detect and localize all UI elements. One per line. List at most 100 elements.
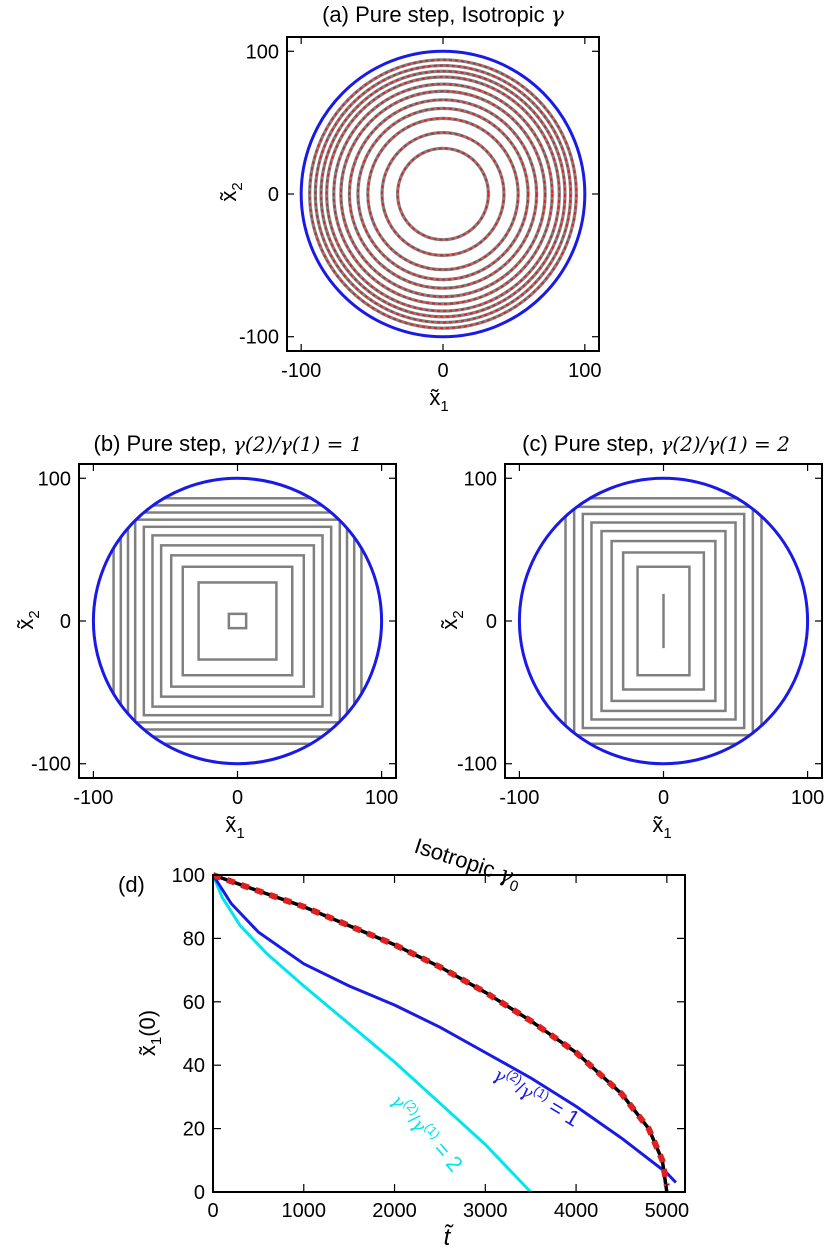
contour-square-7 [572, 505, 755, 737]
contour-dashed-circle-5 [339, 90, 547, 298]
panel-d-time-series: (d) 0 1000 2000 3000 4000 5000 0 20 40 60 80 100 Is… [118, 833, 689, 1251]
contour-dashed-circle-9 [314, 64, 572, 324]
y-tick-label: 0 [486, 611, 497, 633]
x-tick-label: 5000 [645, 1200, 690, 1222]
y-tick-label: 0 [60, 611, 71, 633]
y-axis-label-a: x̃2 [216, 182, 246, 201]
y-tick-label: 40 [183, 1055, 205, 1077]
panel-a-title: (a) Pure step, Isotropic γ [322, 2, 565, 28]
ticks-d: 0 1000 2000 3000 4000 5000 0 20 40 60 80 100 [172, 865, 689, 1222]
series-isotropic-dashed [212, 872, 670, 1187]
y-tick-label: -100 [457, 754, 497, 776]
contour-square-1 [636, 565, 691, 677]
contour-square-5 [590, 521, 737, 721]
contour-square-7 [133, 518, 342, 724]
contour-square-8 [564, 497, 763, 745]
contour-dashed-circle-2 [366, 117, 520, 271]
boundary-circle [517, 476, 810, 766]
x-axis-label-c: x̃1 [652, 812, 671, 842]
y-tick-label: 100 [172, 865, 205, 887]
plot-area-b [91, 476, 384, 766]
x-axis-label-a: x̃1 [429, 385, 448, 415]
plot-area-d [211, 872, 677, 1194]
contour-square-6 [581, 512, 746, 730]
contour-square-4 [600, 529, 727, 713]
boundary-circle [299, 49, 587, 339]
x-axis-label-d: t̃ [444, 1224, 454, 1250]
annotation-isotropic: Isotropic γ0 [410, 833, 525, 896]
contour-circle-7 [325, 75, 561, 313]
contour-dashed-circle-0 [396, 147, 490, 241]
contour-square-8 [126, 511, 349, 731]
panel-b-title: (b) Pure step, γ(2)/γ(1) = 1 [94, 431, 363, 456]
y-axis-label-d: x̃1(0) [135, 1010, 165, 1056]
contours-clipped-c [564, 497, 763, 745]
y-tick-label: 20 [183, 1119, 205, 1141]
contour-dashed-circle-6 [332, 83, 554, 305]
x-tick-label: -100 [73, 787, 113, 809]
x-tick-label: -100 [499, 787, 539, 809]
contour-square-4 [159, 544, 316, 698]
contour-square-6 [142, 525, 333, 717]
contour-dashed-circle-1 [381, 131, 505, 257]
y-tick-label: 100 [246, 41, 279, 63]
contour-circle-9 [313, 63, 573, 325]
x-tick-label: -100 [281, 360, 321, 382]
contour-circle-4 [347, 98, 539, 290]
contour-square-3 [610, 539, 717, 703]
ticks-a: -100 0 100 -100 0 100 [239, 37, 602, 382]
y-tick-label: 100 [464, 468, 497, 490]
contour-circle-5 [339, 89, 547, 299]
y-tick-label: 0 [268, 184, 279, 206]
x-tick-label: 0 [437, 360, 448, 382]
contour-square-2 [621, 551, 706, 691]
panel-b-ratio-1: (b) Pure step, γ(2)/γ(1) = 1 -100 0 100 -10… [13, 431, 398, 842]
boundary-circle [91, 476, 384, 766]
x-tick-label: 100 [568, 360, 601, 382]
contour-square-2 [181, 565, 294, 677]
plot-area-a [299, 49, 587, 339]
x-tick-label: 1000 [282, 1200, 327, 1222]
x-tick-label: 2000 [372, 1200, 417, 1222]
contour-square-9 [119, 504, 356, 738]
x-tick-label: 0 [658, 787, 669, 809]
contour-dashed-circle-8 [320, 70, 566, 318]
x-tick-label: 4000 [554, 1200, 599, 1222]
x-tick-label: 0 [232, 787, 243, 809]
y-tick-label: -100 [239, 327, 279, 349]
plot-frame-b [78, 463, 397, 779]
contour-circle-0 [396, 146, 490, 242]
y-tick-label: 100 [38, 468, 71, 490]
x-tick-label: 100 [365, 787, 398, 809]
series-ratio-2-line [211, 874, 532, 1194]
contour-square-5 [151, 534, 324, 708]
annotation-ratio-1: γ(2)/γ(1) = 1 [489, 1061, 584, 1132]
y-tick-label: 80 [183, 928, 205, 950]
contour-square-10 [112, 497, 363, 745]
contour-dashed-circle-4 [348, 98, 538, 290]
contour-dashed-circle-3 [357, 107, 529, 281]
x-axis-label-b: x̃1 [225, 812, 244, 842]
panel-a-isotropic: (a) Pure step, Isotropic γ -100 0 100 -100 0… [216, 2, 602, 415]
x-tick-label: 0 [207, 1200, 218, 1222]
x-tick-label: 100 [791, 787, 824, 809]
contour-square-3 [169, 554, 306, 688]
y-tick-label: 0 [194, 1182, 205, 1204]
y-axis-label-b: x̃2 [13, 610, 43, 629]
ticks-c: -100 0 100 -100 0 100 [457, 464, 824, 809]
contour-square-0 [227, 612, 248, 630]
contours-clipped-b [112, 497, 363, 745]
plot-area-c [517, 476, 810, 766]
x-tick-label: 3000 [463, 1200, 508, 1222]
y-tick-label: 60 [183, 992, 205, 1014]
contour-dashed-circle-10 [308, 58, 578, 330]
series-ratio-1-line [211, 874, 677, 1184]
y-axis-label-c: x̃2 [437, 610, 467, 629]
panel-c-ratio-2: (c) Pure step, γ(2)/γ(1) = 2 -100 0 100-10… [437, 431, 824, 842]
contour-square-1 [197, 581, 278, 661]
contour-dashed-circle-7 [325, 76, 561, 312]
panel-c-title: (c) Pure step, γ(2)/γ(1) = 2 [522, 431, 790, 456]
annotation-ratio-2: γ(2)/γ(1) = 2 [386, 1088, 468, 1177]
y-tick-label: -100 [31, 754, 71, 776]
